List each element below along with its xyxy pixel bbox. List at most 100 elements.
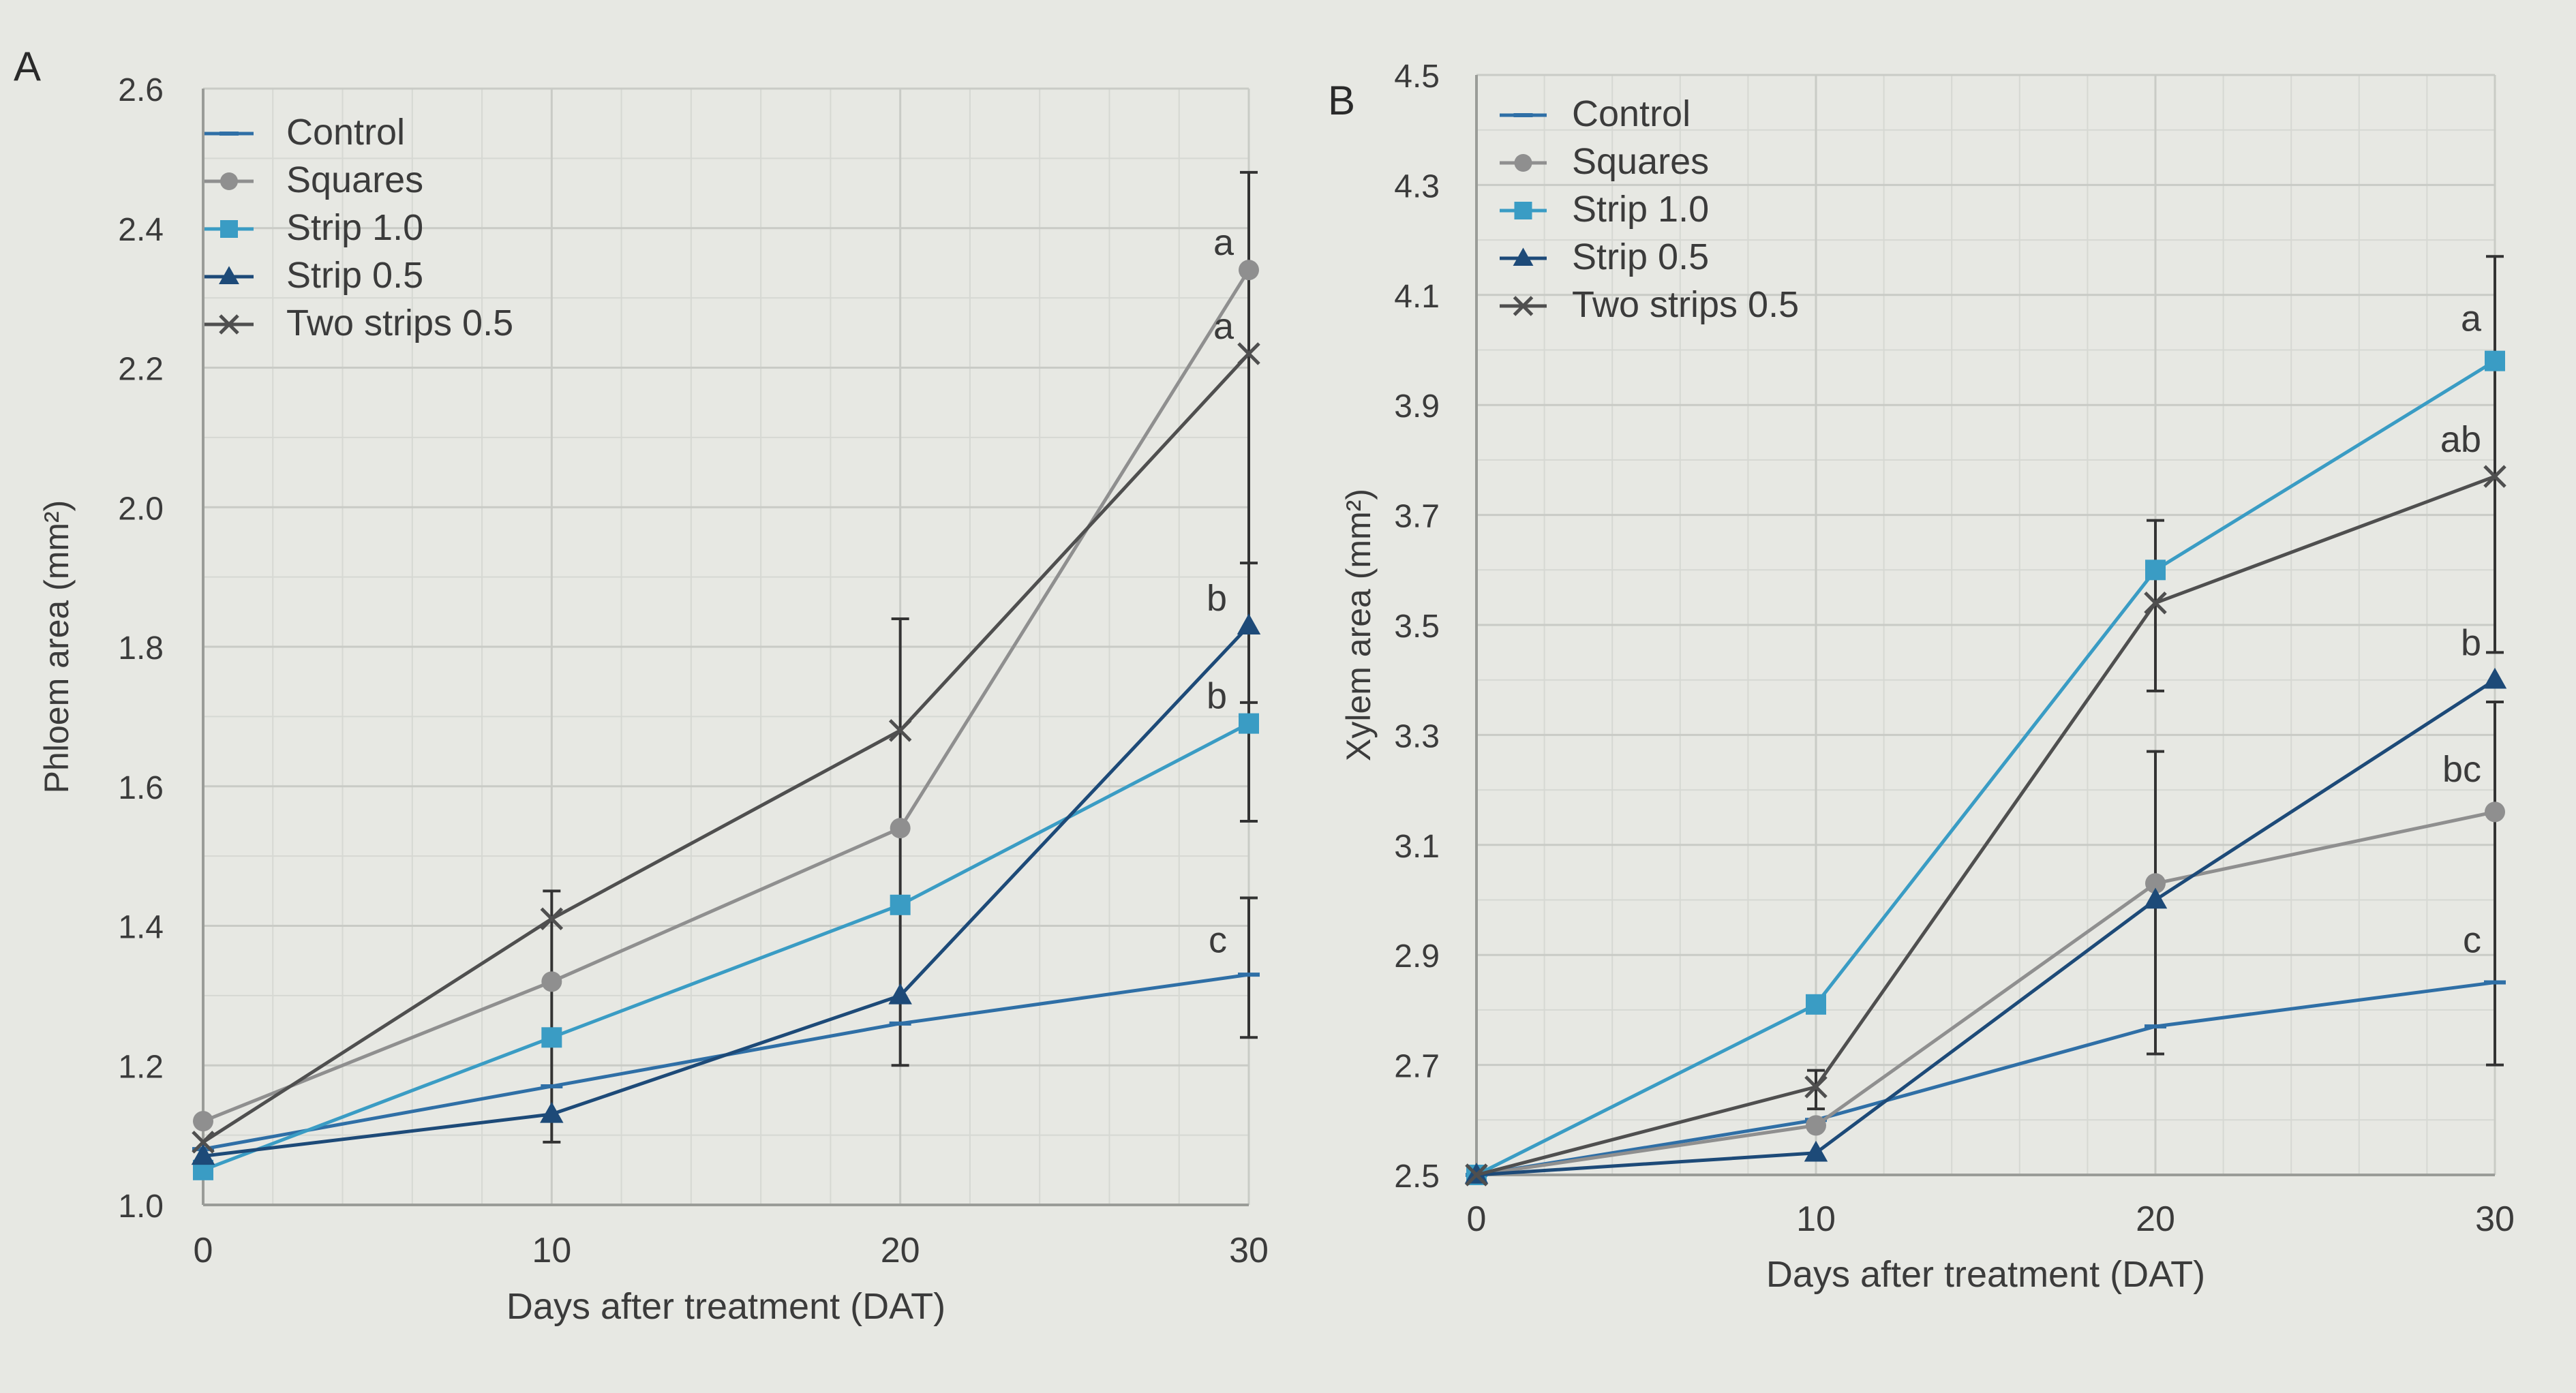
data-point-triangle [2483, 667, 2507, 689]
x-axis-title: Days after treatment (DAT) [1766, 1254, 2205, 1295]
series-squares [193, 260, 1259, 1132]
legend-item: Two strips 0.5 [1500, 284, 1799, 325]
data-point-circle [220, 172, 238, 190]
data-point-square [2485, 350, 2505, 371]
series-line-two-strips-0-5 [1476, 474, 2496, 1177]
error-bar [1240, 896, 1258, 1039]
series-strip-1-0 [193, 713, 1259, 1180]
error-bar [1807, 1069, 1825, 1111]
data-point-x [888, 719, 912, 742]
panel-b: 0 10 20 30 2.5 2.7 2.9 3.1 3.3 3.5 3.7 3.9 4.1 4.3 4.5… [1328, 59, 2515, 1295]
data-point-square [2145, 560, 2166, 581]
y-tick-label: 3.9 [1394, 388, 1440, 425]
y-tick-label: 3.7 [1394, 499, 1440, 535]
legend-item: Strip 0.5 [204, 255, 423, 296]
legend-label: Strip 0.5 [1572, 236, 1709, 277]
series-line-strip-0-5 [1476, 678, 2496, 1177]
data-point-x [1513, 296, 1534, 316]
y-tick-label: 2.5 [1394, 1159, 1440, 1195]
y-tick-label: 4.5 [1394, 59, 1440, 95]
data-point-x [219, 314, 239, 335]
data-point-triangle [1804, 1140, 1828, 1162]
y-tick-label: 1.8 [118, 630, 164, 667]
x-tick-label: 10 [1796, 1199, 1836, 1239]
x-tick-label: 20 [881, 1231, 920, 1270]
x-tick-label: 10 [532, 1231, 571, 1270]
data-point-circle [1239, 260, 1259, 281]
series-line-strip-0-5 [202, 624, 1250, 1158]
data-point-triangle [888, 983, 912, 1005]
y-tick-label: 2.9 [1394, 938, 1440, 975]
x-tick-label: 0 [194, 1231, 213, 1270]
data-point-triangle [191, 1144, 215, 1165]
data-point-square [1806, 994, 1826, 1015]
series-two-strips-0-5 [192, 342, 1260, 1154]
y-tick-label: 2.2 [118, 352, 164, 388]
legend-item: Squares [204, 159, 423, 200]
legend-label: Control [286, 112, 405, 153]
y-tick-label: 4.3 [1394, 168, 1440, 204]
error-bar [2486, 255, 2504, 654]
data-point-triangle [1513, 247, 1534, 266]
y-tick-label: 2.6 [118, 72, 164, 108]
legend-item: Control [204, 112, 405, 153]
y-tick-label: 1.4 [118, 910, 164, 946]
y-tick-label: 1.2 [118, 1049, 164, 1085]
data-point-circle [1806, 1115, 1826, 1136]
data-point-x [2483, 465, 2506, 488]
series-two-strips-0-5 [1465, 465, 2506, 1187]
data-point-triangle [1237, 613, 1261, 635]
legend-label: Strip 0.5 [286, 255, 423, 296]
legend: Control Squares Strip 1.0 Strip 0.5 Two stri… [1500, 93, 1799, 325]
significance-label: a [1213, 306, 1234, 347]
data-point-square [890, 894, 911, 915]
panel-label: A [14, 44, 41, 89]
series-strip-0-5 [191, 613, 1261, 1165]
data-point-x [1465, 1163, 1488, 1187]
y-tick-label: 2.4 [118, 212, 164, 248]
y-tick-label: 3.3 [1394, 718, 1440, 754]
legend-label: Strip 1.0 [1572, 189, 1709, 230]
significance-label: b [1207, 675, 1227, 716]
y-tick-label: 2.0 [118, 491, 164, 527]
data-point-triangle [540, 1101, 564, 1123]
data-point-x [2144, 591, 2167, 615]
series-line-squares [202, 269, 1251, 1123]
significance-label: a [1213, 222, 1234, 263]
error-bar [543, 889, 561, 1144]
x-tick-label: 30 [1229, 1231, 1269, 1270]
panel-label: B [1328, 78, 1355, 123]
legend: Control Squares Strip 1.0 Strip 0.5 Two stri… [204, 112, 513, 343]
significance-label: bc [2442, 749, 2481, 790]
error-bar [1240, 562, 1258, 823]
legend-item: Two strips 0.5 [204, 303, 513, 343]
legend-item: Strip 0.5 [1500, 236, 1709, 277]
series-strip-0-5 [1464, 667, 2507, 1184]
data-point-circle [890, 818, 911, 839]
data-point-circle [2145, 873, 2166, 894]
significance-label: ab [2440, 419, 2481, 460]
data-point-triangle [219, 266, 239, 285]
series-line-strip-1-0 [1475, 359, 2496, 1177]
x-axis-title: Days after treatment (DAT) [506, 1286, 945, 1327]
series-line-control [1476, 981, 2496, 1177]
legend-label: Two strips 0.5 [286, 303, 513, 343]
data-point-square [1239, 713, 1259, 734]
data-point-circle [193, 1111, 213, 1132]
series-line-strip-1-0 [202, 722, 1250, 1172]
y-tick-label: 2.7 [1394, 1049, 1440, 1085]
series-line-squares [1476, 810, 2496, 1177]
legend-label: Control [1572, 93, 1691, 134]
y-tick-label: 4.1 [1394, 279, 1440, 315]
x-tick-label: 30 [2475, 1199, 2515, 1239]
legend-item: Squares [1500, 141, 1709, 182]
y-tick-label: 3.1 [1394, 829, 1440, 865]
y-tick-label: 1.0 [118, 1189, 164, 1225]
legend-label: Strip 1.0 [286, 207, 423, 248]
legend-item: Control [1500, 93, 1691, 134]
data-point-square [1514, 202, 1532, 219]
data-point-triangle [2143, 887, 2168, 909]
y-axis-title: Phloem area (mm²) [37, 500, 76, 794]
